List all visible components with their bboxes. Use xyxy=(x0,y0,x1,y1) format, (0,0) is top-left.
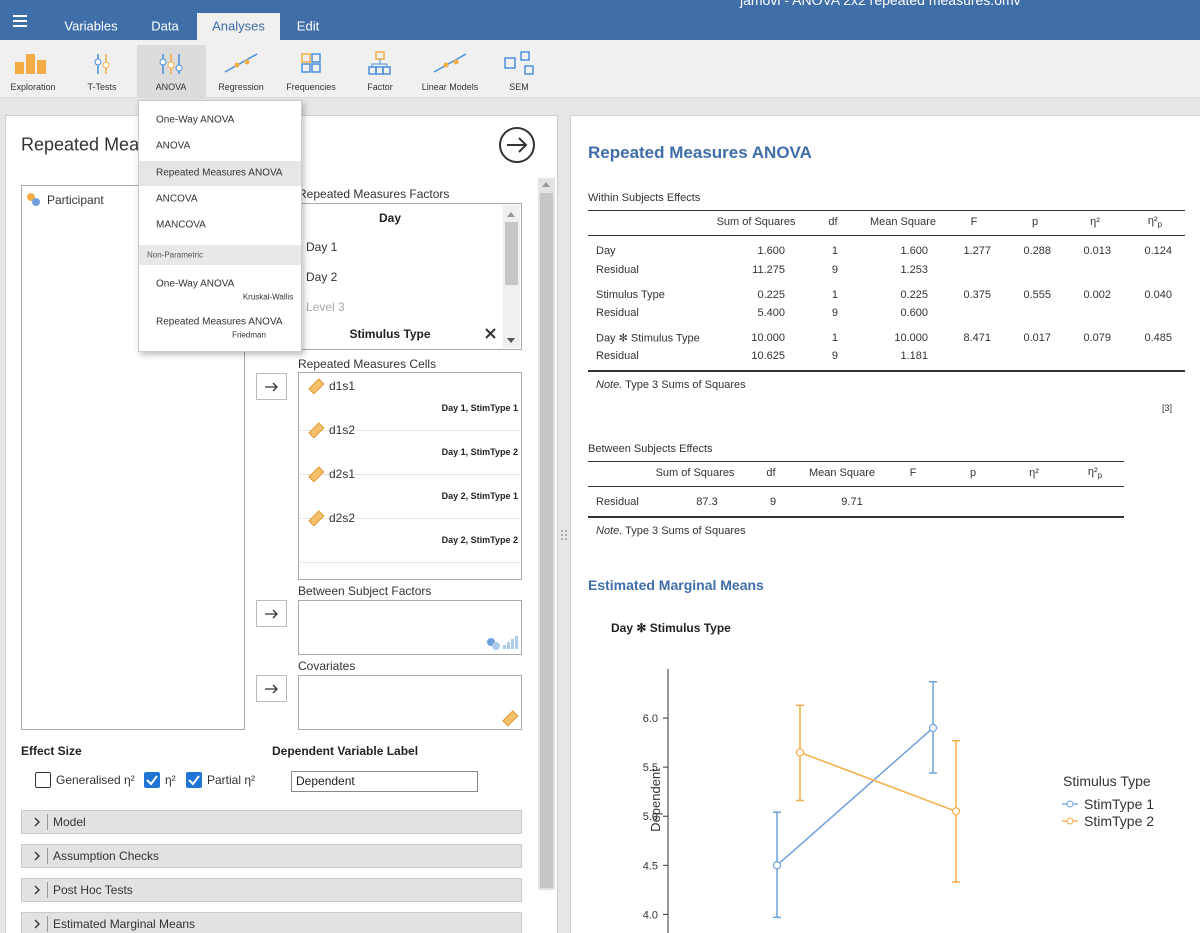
y-tick-label: 6.0 xyxy=(643,713,658,725)
splitter-dot xyxy=(561,530,563,532)
ribbon-icon xyxy=(376,52,384,59)
remove-factor xyxy=(486,329,495,338)
splitter-dot xyxy=(561,538,563,540)
ribbon-icon xyxy=(444,63,449,68)
menu-item[interactable]: One-Way ANOVA xyxy=(156,279,234,290)
chevron xyxy=(35,818,39,826)
nominal-icon xyxy=(503,645,506,649)
ribbon-icon xyxy=(103,62,109,68)
ribbon-icon xyxy=(369,67,376,74)
scroll-up xyxy=(507,212,515,217)
chevron xyxy=(35,886,39,894)
ribbon-icon xyxy=(225,54,257,72)
ribbon-icon xyxy=(95,59,101,65)
ribbon-icon xyxy=(505,58,515,68)
scroll-down xyxy=(507,338,515,343)
menu-item[interactable]: ANOVA xyxy=(156,141,190,152)
ruler-icon xyxy=(309,423,324,438)
ribbon-icon xyxy=(245,60,250,65)
ruler-icon xyxy=(309,511,324,526)
splitter-dot xyxy=(561,534,563,536)
ribbon-icon xyxy=(434,54,466,72)
menu-item[interactable]: Repeated Measures ANOVA xyxy=(156,317,283,328)
ribbon-icon xyxy=(312,54,320,62)
ribbon-icon xyxy=(235,63,240,68)
ruler-icon xyxy=(309,379,324,394)
ribbon-icon xyxy=(302,54,310,62)
ribbon-icon xyxy=(176,65,182,71)
ribbon-icon xyxy=(302,64,310,72)
menu-item[interactable]: ANCOVA xyxy=(156,193,198,204)
menu-item[interactable]: Repeated Measures ANOVA xyxy=(156,167,283,178)
menu-item[interactable]: MANCOVA xyxy=(156,220,206,231)
nominal-icon xyxy=(507,642,510,649)
ribbon-icon xyxy=(168,62,174,68)
analysis-menu: One-Way ANOVA ANOVA Repeated Measures ANOV… xyxy=(138,100,302,352)
nominal-icon xyxy=(511,639,514,649)
checkmark xyxy=(189,776,199,784)
checkmark xyxy=(147,776,157,784)
nominal-icon xyxy=(515,636,518,649)
ribbon-icon xyxy=(376,67,383,74)
legend-swatch xyxy=(1067,801,1073,807)
legend-swatch xyxy=(1067,818,1073,824)
menu-item-sublabel: Friedman xyxy=(232,331,266,340)
ribbon-icon xyxy=(372,59,387,67)
mean-point xyxy=(797,749,804,756)
y-axis-title: Dependent xyxy=(648,768,663,832)
ribbon-icon xyxy=(15,62,24,74)
ruler-icon xyxy=(503,711,518,726)
y-tick-label: 4.0 xyxy=(643,909,658,921)
variable-icon xyxy=(32,198,40,206)
ribbon-icon xyxy=(160,59,166,65)
legend-label: StimType 1 xyxy=(1084,796,1154,812)
ruler-icon xyxy=(309,467,324,482)
ribbon-icon xyxy=(525,66,533,74)
y-tick-label: 4.5 xyxy=(643,860,658,872)
chevron xyxy=(35,852,39,860)
chevron xyxy=(35,920,39,928)
move-arrow xyxy=(265,383,277,391)
ribbon-icon xyxy=(454,60,459,65)
splitter-dot xyxy=(565,534,567,536)
move-arrow xyxy=(265,610,277,618)
legend-title: Stimulus Type xyxy=(1063,773,1151,789)
legend-label: StimType 2 xyxy=(1084,813,1154,829)
run-button-arrow xyxy=(507,138,526,152)
splitter-dot xyxy=(565,530,567,532)
splitter-dot xyxy=(565,538,567,540)
scroll-up xyxy=(542,182,550,187)
ribbon-icon xyxy=(521,52,529,60)
ribbon-icon xyxy=(312,64,320,72)
menu-section-label: Non-Parametric xyxy=(147,251,203,260)
ribbon-icon xyxy=(383,67,390,74)
ribbon-icon xyxy=(26,54,35,74)
mean-point xyxy=(930,724,937,731)
nominal-icon xyxy=(492,642,500,650)
mean-point xyxy=(774,862,781,869)
mean-point xyxy=(953,808,960,815)
ribbon-icon xyxy=(37,60,46,74)
menu-item[interactable]: One-Way ANOVA xyxy=(156,115,234,126)
menu-item-sublabel: Kruskal-Wallis xyxy=(243,293,293,302)
move-arrow xyxy=(265,685,277,693)
